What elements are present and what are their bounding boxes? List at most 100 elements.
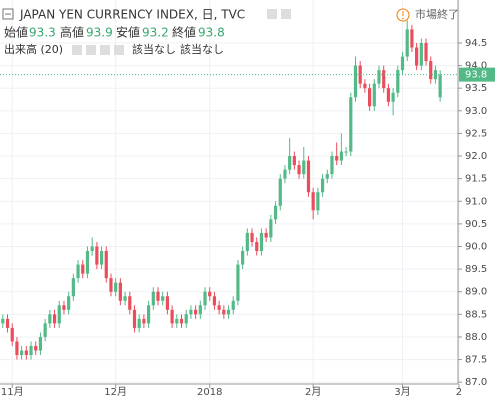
candle-body — [292, 156, 296, 166]
candle-body — [57, 305, 61, 324]
candle-body — [38, 336, 43, 351]
y-tick-label: 90.5 — [465, 219, 487, 230]
candle-body — [142, 318, 146, 324]
candle-body — [15, 341, 19, 356]
candle-body — [24, 350, 28, 356]
candle-body — [1, 318, 5, 324]
candle-body — [391, 92, 395, 102]
candle-body — [241, 251, 245, 265]
readout-label: 高値 — [60, 25, 84, 40]
candle-body — [382, 70, 386, 89]
candle-body — [90, 246, 94, 252]
candle-body — [5, 318, 10, 328]
candle-body — [20, 350, 24, 356]
readout-value: 93.8 — [198, 26, 225, 40]
readout-value: 93.9 — [86, 26, 113, 40]
candle-body — [184, 314, 188, 324]
candle-body — [415, 47, 419, 66]
candle-body — [363, 83, 367, 89]
y-tick-label: 91.5 — [465, 174, 487, 185]
volume-icon[interactable] — [114, 45, 124, 55]
grid — [0, 0, 460, 384]
readout-label: 安値 — [116, 25, 140, 40]
y-tick-label: 94.0 — [465, 61, 487, 72]
x-tick-label: 2 — [456, 387, 462, 398]
candle-body — [245, 232, 249, 252]
y-tick-label: 88.5 — [465, 309, 487, 320]
candle-body — [128, 296, 132, 310]
candle-body — [165, 296, 170, 310]
candle-body — [259, 232, 264, 252]
settings-icon[interactable] — [267, 9, 277, 19]
candle-body — [52, 314, 57, 324]
candle-body — [156, 291, 160, 301]
candle-body — [29, 346, 33, 356]
candle-body — [179, 318, 184, 324]
candle-body — [203, 291, 207, 306]
y-tick-label: 88.0 — [465, 332, 487, 343]
candle-body — [250, 232, 254, 242]
candle-body — [325, 174, 329, 179]
candle-body — [208, 291, 212, 297]
collapse-icon[interactable] — [2, 8, 14, 20]
candle-body — [76, 264, 80, 279]
candle-body — [194, 309, 198, 315]
candle-body — [273, 205, 278, 220]
y-tick-label: 87.5 — [465, 355, 487, 366]
readout-label: 始値 — [4, 25, 28, 40]
candle-body — [226, 309, 231, 315]
candle-body — [372, 83, 376, 107]
candle-body — [137, 318, 141, 328]
y-tick-label: 90.0 — [465, 242, 487, 253]
status-icon-dot — [402, 17, 404, 20]
candle-body — [222, 309, 226, 315]
y-tick-label: 87.0 — [465, 377, 487, 388]
close-icon[interactable] — [281, 9, 291, 19]
y-tick-label: 89.0 — [465, 287, 487, 298]
y-tick-label: 89.5 — [465, 264, 487, 275]
candle-body — [255, 241, 259, 252]
x-tick-label: 12月 — [104, 386, 127, 398]
candle-body — [288, 156, 292, 170]
candle-body — [10, 327, 14, 342]
readout-value: 93.2 — [142, 26, 169, 40]
market-status: 市場終了 — [415, 7, 459, 21]
candle-body — [335, 156, 339, 161]
candle-body — [109, 278, 113, 292]
candle-body — [231, 300, 235, 310]
volume-icon[interactable] — [72, 45, 82, 55]
readout-label: 終値 — [172, 25, 196, 40]
candle-body — [99, 251, 104, 265]
candle-body — [339, 151, 343, 161]
candle-body — [170, 309, 174, 324]
candle-body — [104, 251, 108, 279]
last-price-label: 93.8 — [465, 70, 487, 81]
candle-body — [405, 29, 409, 57]
candle-body — [212, 296, 217, 306]
candle-body — [114, 282, 118, 292]
candle-body — [283, 169, 287, 179]
candle-body — [118, 282, 122, 301]
candle-body — [438, 74, 442, 98]
candle-body — [349, 97, 353, 152]
readout-value: 93.3 — [29, 26, 56, 40]
candle-body — [161, 296, 165, 301]
candle-body — [419, 42, 423, 66]
volume-icon[interactable] — [100, 45, 110, 55]
volume-icon[interactable] — [86, 45, 96, 55]
candle-body — [344, 151, 348, 153]
candle-body — [297, 165, 301, 175]
candle-body — [377, 70, 381, 84]
candle-body — [269, 219, 273, 238]
candle-body — [217, 305, 221, 310]
candle-body — [396, 70, 400, 93]
header: JAPAN YEN CURRENCY INDEX, 日, TVC 始値 93.3… — [2, 7, 459, 56]
candle-body — [278, 178, 282, 206]
candle-body — [85, 251, 90, 274]
candle-body — [81, 264, 85, 274]
volume-label: 出来高 (20) — [4, 42, 63, 56]
candle-body — [410, 29, 414, 48]
